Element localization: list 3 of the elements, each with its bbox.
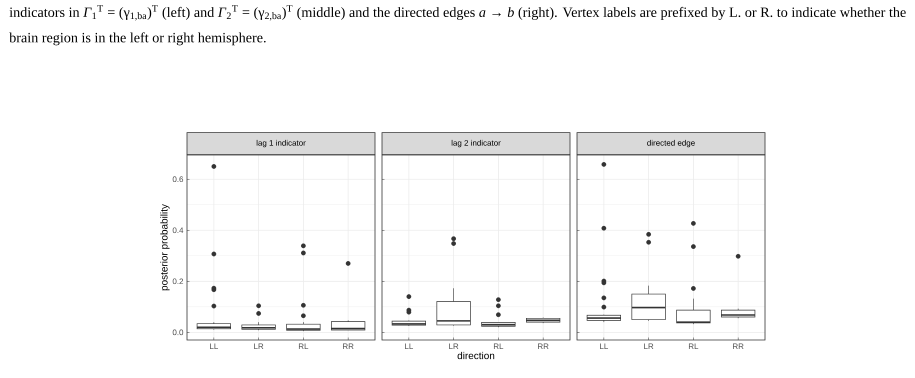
text: indicators in Γ$_{1}$$^{T}$ = (γ$_{1,ba}$)$^{T}$ (left) and Γ$_{2}$$^{T}$ = (γ$_{2,ba}$)$^{T}$ (middle) and the directed edges a → b (right). Vertex labels are prefixed by L. or R. to indicate whether the brain region is in the left or right hemisphere. — [9, 5, 906, 46]
x-axis-title: direction — [458, 352, 494, 360]
y-axis-title: posterior probability — [160, 204, 170, 290]
